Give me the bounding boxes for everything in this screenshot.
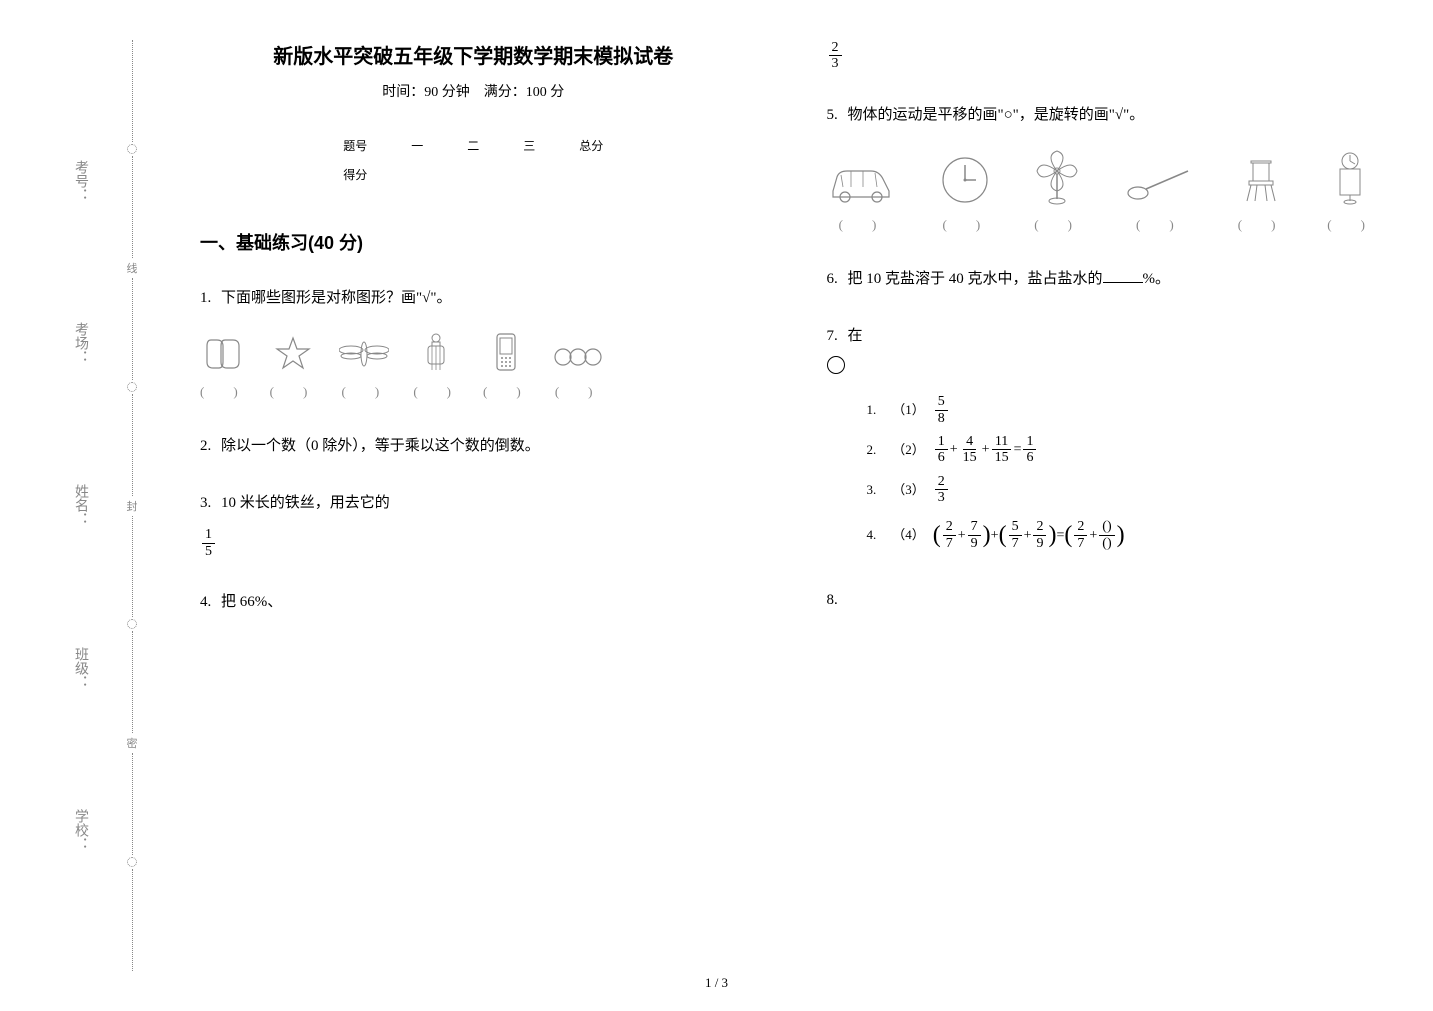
side-labels-column: 考号： 考场： 姓名： 班级： 学校： — [60, 0, 100, 1011]
q7-expr-2: ( 27 + 79 ) + ( 57 + 29 ) = ( 27 — [933, 514, 1125, 557]
q5-objects-row: ( ) ( ) ( ) ( ) ( ) — [827, 149, 1374, 236]
shape-5-paren: ( ) — [483, 380, 529, 403]
shape-3: ( ) — [339, 336, 389, 403]
object-clock-paren: ( ) — [943, 213, 989, 236]
side-label-examno: 考号： — [70, 160, 90, 202]
score-row-label: 得分 — [321, 160, 389, 189]
object-car: ( ) — [827, 161, 897, 236]
question-4: 4. 把 66%、 — [200, 589, 747, 616]
side-label-name: 姓名： — [70, 484, 90, 526]
q6-num: 6. — [827, 271, 838, 287]
object-scale: ( ) — [1327, 151, 1373, 236]
q4-text-a: 把 66%、 — [221, 594, 282, 610]
object-fan: ( ) — [1034, 149, 1080, 236]
q3-fraction: 1 5 — [202, 527, 215, 559]
question-1: 1. 下面哪些图形是对称图形？画"√"。 ( ) ( ) ( ) ( ) — [200, 285, 747, 403]
shape-2-paren: ( ) — [270, 380, 316, 403]
side-label-class: 班级： — [70, 647, 90, 689]
fan-icon — [1035, 149, 1079, 205]
q3-num: 3. — [200, 495, 211, 511]
scale-icon — [1328, 151, 1372, 205]
score-col-2: 二 — [445, 131, 501, 160]
car-icon — [827, 161, 897, 205]
question-5: 5. 物体的运动是平移的画"○"，是旋转的画"√"。 ( ) ( ) ( ) ( — [827, 102, 1374, 236]
q6-blank — [1103, 268, 1143, 283]
q7-expr-1: 16 + 415 + 1115 = 16 — [933, 434, 1039, 466]
seal-char-2: 封 — [127, 498, 138, 514]
section-1-heading: 一、基础练习(40 分) — [200, 229, 747, 255]
q7-item-2: 2. （2） 16 + 415 + 1115 = 16 — [867, 434, 1374, 466]
object-spoon-paren: ( ) — [1136, 213, 1182, 236]
question-3: 3. 10 米长的铁丝，用去它的 1 5 — [200, 490, 747, 559]
q6-text-b: %。 — [1143, 271, 1171, 287]
object-chair-paren: ( ) — [1238, 213, 1284, 236]
score-col-1: 一 — [389, 131, 445, 160]
q4-fraction: 2 3 — [829, 40, 842, 72]
page-number: 1 / 3 — [705, 975, 728, 991]
q8-num: 8. — [827, 592, 838, 608]
score-col-3: 三 — [501, 131, 557, 160]
shape-1: ( ) — [200, 336, 246, 403]
shape-1-paren: ( ) — [200, 380, 246, 403]
q2-text: 除以一个数（0 除外），等于乘以这个数的倒数。 — [221, 438, 540, 454]
object-car-paren: ( ) — [839, 213, 885, 236]
side-label-school: 学校： — [70, 809, 90, 851]
shape-6: ( ) — [553, 342, 603, 403]
q1-text: 下面哪些图形是对称图形？画"√"。 — [221, 290, 451, 306]
q7-item-4: 4. （4） ( 27 + 79 ) + ( 57 + 29 ) = — [867, 514, 1374, 557]
q3-text: 10 米长的铁丝，用去它的 — [221, 495, 390, 511]
question-6: 6. 把 10 克盐溶于 40 克水中，盐占盐水的 %。 — [827, 266, 1374, 293]
side-label-room: 考场： — [70, 322, 90, 364]
object-spoon: ( ) — [1124, 165, 1194, 236]
shape-6-paren: ( ) — [555, 380, 601, 403]
score-table: 题号 一 二 三 总分 得分 — [321, 131, 625, 189]
star-icon — [275, 336, 311, 372]
seal-line: 线 封 密 — [120, 40, 144, 971]
exam-title: 新版水平突破五年级下学期数学期末模拟试卷 — [200, 40, 747, 69]
shape-4-paren: ( ) — [413, 380, 459, 403]
shape-3-paren: ( ) — [342, 380, 388, 403]
score-col-total: 总分 — [557, 131, 625, 160]
q7-item-1: 1. （1） 58 — [867, 394, 1374, 426]
object-chair: ( ) — [1238, 155, 1284, 236]
q1-shapes-row: ( ) ( ) ( ) ( ) ( ) — [200, 332, 747, 403]
clock-icon — [940, 155, 990, 205]
shape-5: ( ) — [483, 332, 529, 403]
q5-text: 物体的运动是平移的画"○"，是旋转的画"√"。 — [848, 107, 1145, 123]
q4-num: 4. — [200, 594, 211, 610]
q5-num: 5. — [827, 107, 838, 123]
dragonfly-icon — [339, 336, 389, 372]
phone-icon — [491, 332, 521, 372]
spoon-icon — [1124, 165, 1194, 205]
chair-icon — [1239, 155, 1283, 205]
object-clock: ( ) — [940, 155, 990, 236]
question-2: 2. 除以一个数（0 除外），等于乘以这个数的倒数。 — [200, 433, 747, 460]
q7-text: 在 — [848, 328, 863, 344]
object-scale-paren: ( ) — [1327, 213, 1373, 236]
mitten-icon — [203, 336, 243, 372]
q7-num: 7. — [827, 328, 838, 344]
question-7: 7. 在 1. （1） 58 2. （2） 16 + 415 + — [827, 323, 1374, 557]
object-fan-paren: ( ) — [1034, 213, 1080, 236]
question-8: 8. — [827, 587, 1374, 614]
q7-item-3: 3. （3） 23 — [867, 474, 1374, 506]
q7-circle-mark — [827, 356, 845, 374]
q7-sublist: 1. （1） 58 2. （2） 16 + 415 + 1115 = 16 — [827, 394, 1374, 557]
seal-char-1: 线 — [127, 260, 138, 276]
q6-text-a: 把 10 克盐溶于 40 克水中，盐占盐水的 — [848, 271, 1103, 287]
q2-num: 2. — [200, 438, 211, 454]
shape-2: ( ) — [270, 336, 316, 403]
exam-subtitle: 时间：90 分钟 满分：100 分 — [200, 81, 747, 101]
lantern-icon — [422, 332, 450, 372]
rings-icon — [553, 342, 603, 372]
q1-num: 1. — [200, 290, 211, 306]
score-col-label: 题号 — [321, 131, 389, 160]
seal-char-3: 密 — [127, 735, 138, 751]
shape-4: ( ) — [413, 332, 459, 403]
page-content: 新版水平突破五年级下学期数学期末模拟试卷 时间：90 分钟 满分：100 分 题… — [180, 40, 1393, 951]
left-column: 新版水平突破五年级下学期数学期末模拟试卷 时间：90 分钟 满分：100 分 题… — [180, 40, 787, 951]
right-column: 2 3 5. 物体的运动是平移的画"○"，是旋转的画"√"。 ( ) ( ) (… — [787, 40, 1394, 951]
